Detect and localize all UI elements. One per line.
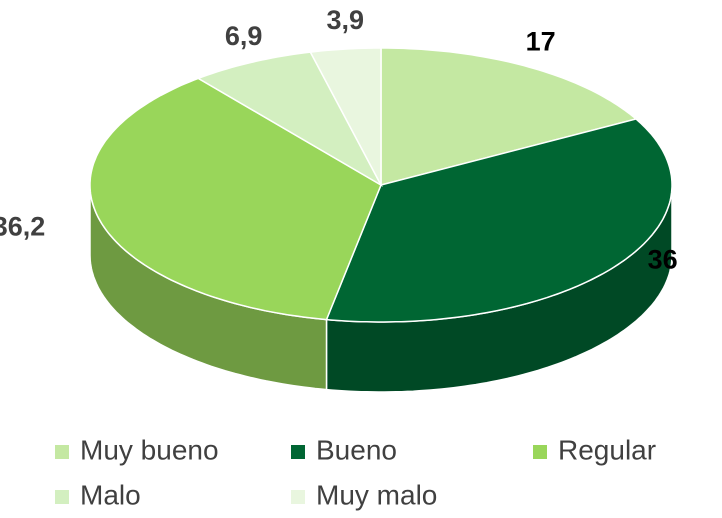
- data-label: 17: [526, 27, 556, 57]
- legend-label: Bueno: [316, 434, 397, 465]
- legend-label: Malo: [80, 479, 141, 510]
- legend-swatch: [55, 490, 69, 504]
- legend-label: Regular: [558, 434, 656, 465]
- legend-swatch: [291, 490, 305, 504]
- slice: [325, 118, 673, 323]
- legend-swatch: [291, 445, 305, 459]
- slice: [380, 47, 638, 186]
- legend-label: Muy bueno: [80, 434, 219, 465]
- data-label: 36: [648, 244, 678, 274]
- slice: [309, 47, 382, 186]
- data-label: 6,9: [225, 21, 263, 51]
- slice: [89, 77, 382, 321]
- legend-swatch: [533, 445, 547, 459]
- data-label: 36,2: [0, 211, 45, 241]
- legend-label: Muy malo: [316, 479, 437, 510]
- data-label: 3,9: [327, 5, 365, 35]
- legend-swatch: [55, 445, 69, 459]
- slice: [196, 51, 383, 187]
